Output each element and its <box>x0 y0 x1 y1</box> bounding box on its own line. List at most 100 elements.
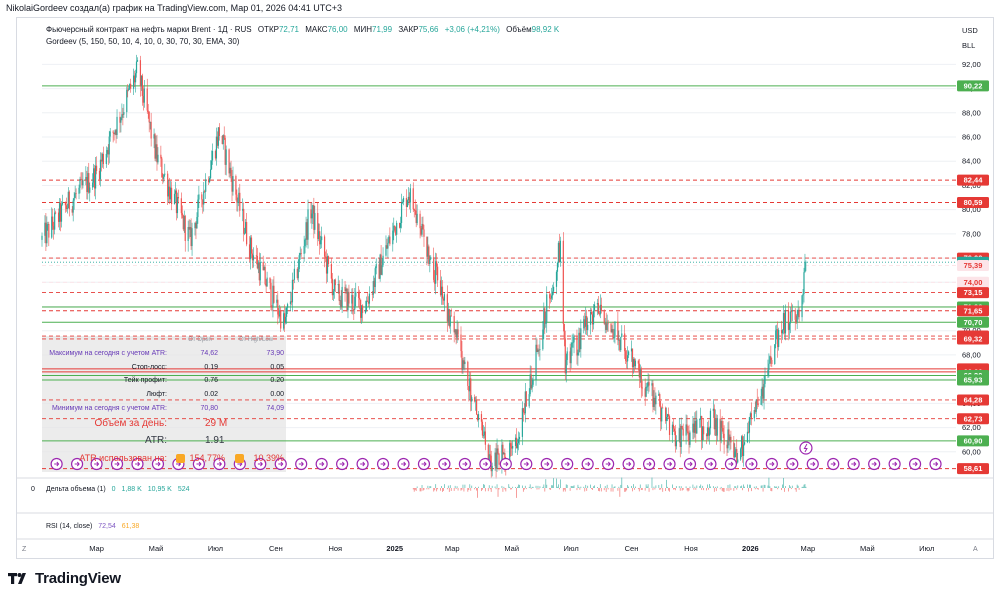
price-level-tag <box>957 374 989 386</box>
candle-body <box>230 167 232 177</box>
candle-body <box>209 169 212 179</box>
candle-body <box>477 414 480 421</box>
candle-body <box>191 228 193 247</box>
volume-delta-bar <box>641 488 643 491</box>
candle-body <box>184 215 186 242</box>
volume-delta-bar <box>610 488 612 492</box>
candle-body <box>364 309 367 313</box>
legend-open-value: 72,71 <box>279 25 300 34</box>
candle-body <box>400 203 403 224</box>
candle-body <box>741 436 743 449</box>
volume-delta-bar <box>447 485 449 488</box>
candle-body <box>176 197 179 214</box>
volume-delta-bar <box>653 486 655 488</box>
volume-delta-bar <box>580 486 582 488</box>
candle-body <box>450 315 452 317</box>
candle-body <box>348 291 350 304</box>
candle-body <box>566 351 568 360</box>
candle-body <box>65 205 67 209</box>
candle-body <box>177 197 180 199</box>
volume-delta-bar <box>795 488 797 492</box>
legend-row-1: Фьючерсный контракт на нефть марки Brent… <box>46 25 560 34</box>
candle-body <box>471 397 473 402</box>
candle-body <box>449 315 451 327</box>
candle-body <box>537 349 539 352</box>
volume-delta-bar <box>494 486 496 488</box>
candle-body <box>518 436 521 440</box>
volume-delta-bar <box>414 488 416 490</box>
goto-right-button[interactable]: A <box>973 546 978 553</box>
legend-close-label: ЗАКР <box>398 25 418 34</box>
candle-body <box>147 110 149 112</box>
candle-body <box>753 409 755 419</box>
volume-delta-bar <box>428 488 430 490</box>
volume-delta-bar <box>502 488 504 492</box>
candle-body <box>641 387 643 389</box>
goto-left-button[interactable]: Z <box>22 546 27 553</box>
volume-delta-bar <box>736 488 738 490</box>
legend-low-label: МИН <box>354 25 372 34</box>
candle-body <box>371 293 373 295</box>
candle-body <box>586 316 588 331</box>
candle-body <box>614 321 616 338</box>
event-marker-arrow <box>789 461 795 467</box>
candle-body <box>551 291 554 296</box>
volume-delta-bar <box>715 488 717 492</box>
candle-body <box>539 349 541 351</box>
candle-body <box>487 444 489 466</box>
candle-body <box>319 231 321 245</box>
candle-body <box>652 383 654 407</box>
candle-body <box>114 130 116 134</box>
candle-body <box>562 240 564 324</box>
candle-body <box>515 437 518 449</box>
volume-delta-bar <box>449 485 451 488</box>
candle-body <box>778 330 780 348</box>
tradingview-logo-icon <box>8 573 26 584</box>
volume-delta-bar <box>416 486 418 488</box>
event-markers <box>50 441 942 471</box>
volume-delta-bar <box>644 488 646 491</box>
candle-body <box>687 431 689 433</box>
event-marker-arrow <box>319 461 325 467</box>
candle-body <box>763 383 765 399</box>
event-marker-arrow <box>687 461 693 467</box>
volume-delta-bar <box>419 488 421 492</box>
candle-body <box>130 83 132 89</box>
volume-delta-bar <box>667 486 668 488</box>
volume-delta-bar <box>730 488 732 491</box>
volume-delta-bar <box>505 488 507 492</box>
volume-delta-bar <box>702 485 704 488</box>
candle-body <box>223 135 225 138</box>
candle-body <box>94 168 96 189</box>
volume-delta-bar <box>603 488 605 491</box>
candle-body <box>701 415 703 441</box>
candle-body <box>292 279 294 281</box>
volume-delta-bar <box>744 486 745 488</box>
candle-body <box>658 394 660 396</box>
candle-body <box>187 226 189 242</box>
volume-delta-bar <box>802 486 804 488</box>
event-marker-arrow <box>626 461 632 467</box>
volume-delta-bar <box>659 488 661 490</box>
candle-body <box>420 228 422 235</box>
event-marker-arrow <box>667 461 673 467</box>
candle-body <box>204 191 206 193</box>
candle-body <box>423 229 425 237</box>
candle-body <box>632 358 635 368</box>
event-marker-arrow <box>257 461 263 467</box>
volume-delta-bar <box>647 484 649 488</box>
candle-body <box>639 369 641 378</box>
tradingview-logo[interactable]: TradingView <box>8 570 121 587</box>
candle-body <box>392 230 394 245</box>
price-levels <box>42 85 956 470</box>
candle-body <box>399 223 402 228</box>
candle-body <box>511 446 513 449</box>
candle-body <box>106 149 108 154</box>
volume-delta-bar <box>577 484 579 488</box>
candle-body <box>86 177 88 193</box>
candle-body <box>433 257 435 280</box>
candle-body <box>161 158 163 178</box>
candle-body <box>654 397 656 405</box>
volume-delta-bar <box>695 488 697 490</box>
